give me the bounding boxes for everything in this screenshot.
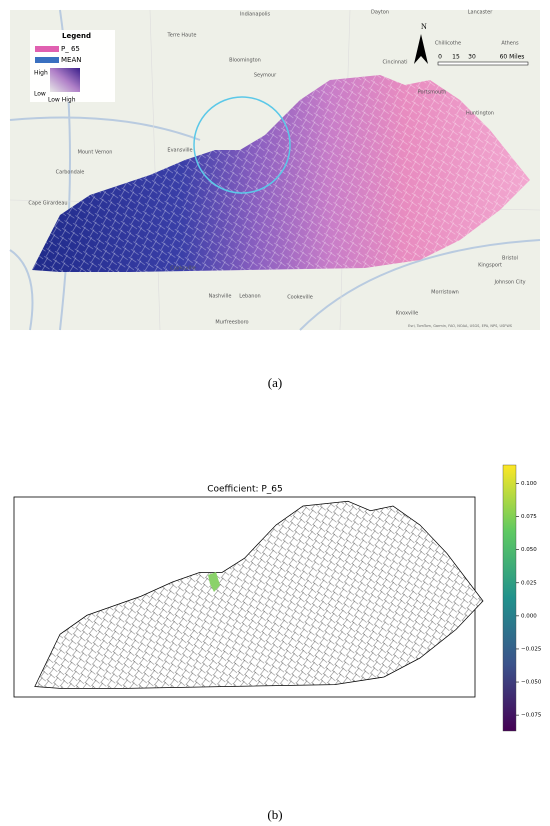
scale-bar [437,61,529,66]
place-label: Bloomington [229,58,261,64]
panel-label: (a) [268,375,282,390]
place-label: Cincinnati [383,60,408,66]
place-label: Lebanon [239,294,260,300]
place-label: Evansville [167,148,192,154]
place-label: Chillicothe [435,41,461,47]
legend-label: P_ 65 [61,45,80,53]
legend-label: High [34,70,48,77]
place-label: Cookeville [287,295,313,301]
colorbar-tick-label: 0.075 [521,514,537,520]
colorbar [502,464,517,732]
place-label: Nashville [209,294,232,300]
colorbar-tick-label: 0.025 [521,580,537,586]
county-boundaries [34,501,484,689]
place-label: Morristown [431,290,459,296]
scale-label: 0 [438,54,442,61]
place-label: Dayton [371,10,389,16]
rivers [9,9,541,331]
scale-label: 30 [468,54,476,61]
north-label: N [421,22,427,31]
colorbar-tick-label: −0.075 [521,713,542,719]
place-label: Clarksville [170,266,196,272]
map-title: Coefficient: P_65 [207,485,283,495]
scale-label: 15 [452,54,460,61]
place-label: Carbondale [56,170,85,176]
kentucky-coefficient [34,500,484,689]
place-label: Cape Girardeau [28,201,67,207]
place-label: Johnson City [493,280,525,286]
place-label: Indianapolis [240,12,271,18]
panel-label: (b) [267,807,282,822]
place-label: Bristol [502,256,518,262]
legend-label: Low High [48,97,76,104]
legend-title: Legend [62,32,91,40]
place-label: Knoxville [396,311,419,317]
colorbar-tick-label: −0.025 [521,646,542,652]
place-label: Mount Vernon [78,150,113,156]
place-label: Lancaster [468,10,493,16]
panel-label: (a) [268,375,282,390]
panel-label: (b) [267,807,282,822]
colorbar-tick-label: 0.100 [521,481,537,487]
place-label: Seymour [254,73,277,79]
place-label: Terre Haute [167,33,197,39]
colorbar-tick-label: −0.050 [521,680,542,686]
north-arrow [414,34,428,64]
highlight-circle [193,96,291,194]
scale-label: 60 Miles [500,54,525,61]
colorbar-tick-label: 0.050 [521,547,537,553]
place-label: Murfreesboro [215,320,248,326]
place-label: Kingsport [478,263,502,269]
legend-swatch [35,46,59,52]
place-label: Huntington [466,111,494,117]
significant-area [208,572,220,592]
legend-swatch [35,57,59,63]
legend-label: MEAN [61,56,82,64]
place-label: Athens [501,41,519,47]
colorbar-tick-label: 0.000 [521,613,537,619]
bivariate-key [50,68,80,92]
attribution: Esri, TomTom, Garmin, FAO, NOAA, USGS, E… [408,324,513,328]
legend-label: Low [34,91,46,98]
place-label: Portsmouth [418,90,447,96]
